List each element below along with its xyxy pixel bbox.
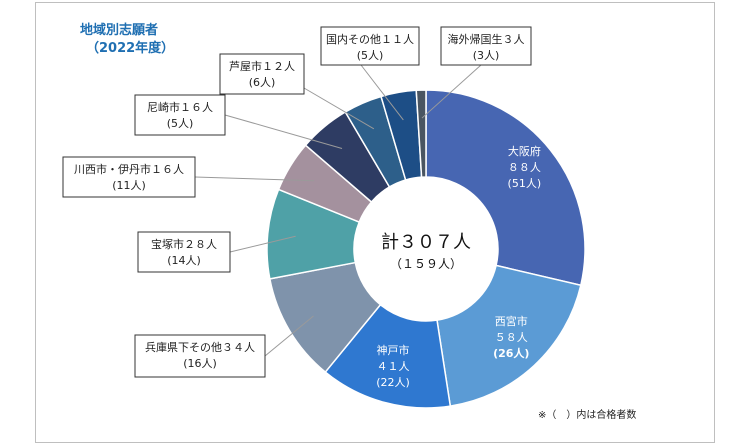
leader-line-3	[264, 315, 314, 357]
callout-passed-8: (5人)	[357, 49, 384, 62]
slice-label-passed-0: (51人)	[508, 177, 542, 190]
chart-subtitle: （2022年度）	[86, 41, 175, 56]
callout-passed-7: (6人)	[249, 76, 276, 89]
slice-label-passed-1: (26人)	[493, 346, 529, 360]
callout-passed-6: (5人)	[167, 117, 194, 130]
leader-line-6	[224, 114, 343, 149]
callout-label-4: 宝塚市２８人	[151, 237, 217, 251]
center-passed: （１５９人）	[390, 257, 462, 271]
leader-line-8	[360, 64, 404, 121]
callout-box-4	[137, 231, 231, 273]
callout-passed-3: (16人)	[183, 357, 217, 370]
center-total: 計３０７人	[381, 232, 471, 253]
slice-1	[436, 264, 582, 407]
leader-line-7	[303, 87, 375, 130]
slice-label-count-2: ４１人	[377, 360, 410, 373]
callout-box-7	[219, 53, 305, 95]
chart-title: 地域別志願者	[80, 23, 159, 38]
leader-line-4	[229, 235, 296, 253]
leader-line-9	[421, 64, 482, 119]
callout-label-3: 兵庫県下その他３４人	[145, 340, 255, 354]
slice-9	[415, 89, 427, 178]
footnote: ※（ ）内は合格者数	[538, 410, 637, 421]
callout-box-8	[320, 26, 420, 66]
leader-line-5	[194, 176, 315, 182]
slice-label-passed-2: (22人)	[376, 376, 410, 389]
callout-box-6	[134, 94, 226, 136]
slice-0	[425, 89, 586, 287]
callout-passed-9: (3人)	[473, 49, 500, 62]
callout-label-6: 尼崎市１６人	[147, 100, 213, 114]
slice-label-name-2: 神戸市	[377, 343, 410, 357]
callout-label-8: 国内その他１１人	[326, 32, 414, 46]
callout-box-3	[134, 334, 266, 378]
slice-label-count-1: ５８人	[495, 331, 528, 344]
callout-passed-5: (11人)	[112, 179, 146, 192]
callout-label-5: 川西市・伊丹市１６人	[74, 162, 184, 176]
callout-box-9	[440, 26, 532, 66]
slice-label-count-0: ８８人	[508, 161, 541, 174]
callout-box-5	[62, 156, 196, 198]
callout-label-7: 芦屋市１２人	[229, 59, 295, 73]
slice-label-name-1: 西宮市	[495, 314, 528, 328]
callout-passed-4: (14人)	[167, 254, 201, 267]
callout-label-9: 海外帰国生３人	[448, 32, 525, 46]
slice-label-name-0: 大阪府	[508, 144, 541, 158]
